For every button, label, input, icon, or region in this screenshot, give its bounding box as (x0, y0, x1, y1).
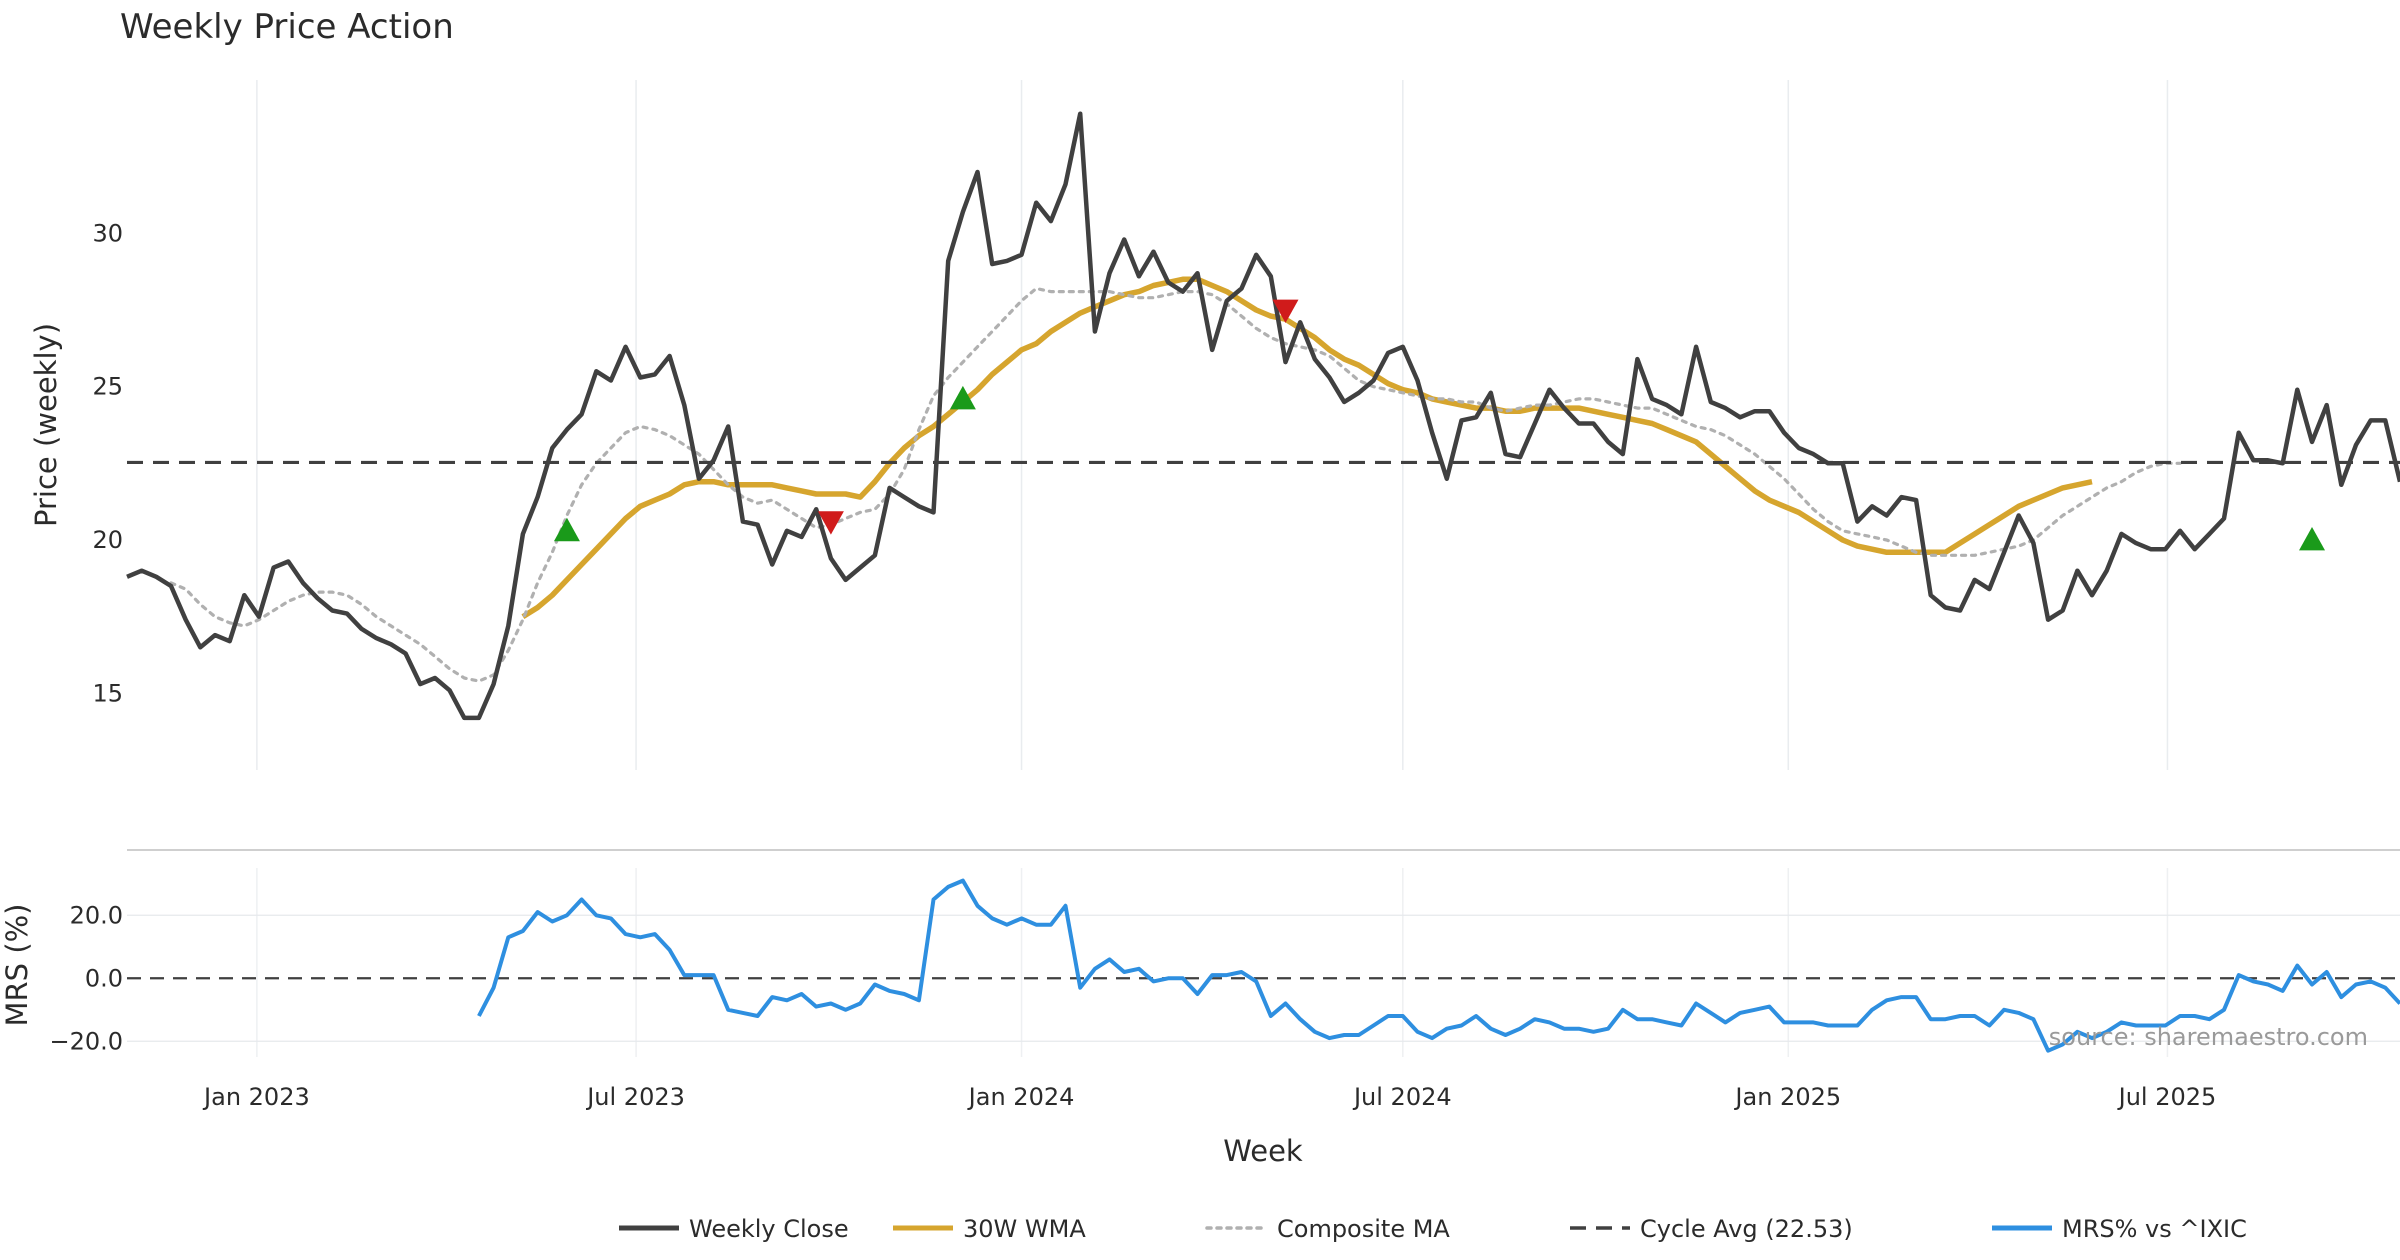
mrs-y-tick-label: 20.0 (70, 901, 123, 929)
legend-label: Cycle Avg (22.53) (1640, 1215, 1853, 1243)
price-y-tick-label: 15 (92, 679, 123, 707)
x-tick-label: Jul 2023 (585, 1083, 685, 1111)
chart-title: Weekly Price Action (120, 7, 454, 47)
sell-signal-marker (1272, 299, 1299, 323)
mrs-y-tick-label: −20.0 (49, 1027, 123, 1055)
mrs-panel-series (477, 878, 2400, 1053)
x-tick-label: Jan 2023 (202, 1083, 310, 1111)
price-y-axis-label: Price (weekly) (29, 323, 63, 527)
legend-label: Weekly Close (689, 1215, 849, 1243)
sell-signal-marker (817, 511, 844, 535)
price-panel-grid (256, 80, 2169, 770)
x-tick-label: Jul 2024 (1352, 1083, 1452, 1111)
price-y-ticks: 15 20 25 30 (92, 219, 123, 707)
weekly-close-line (126, 111, 2400, 721)
buy-signal-marker (553, 517, 580, 542)
price-panel-series (126, 111, 2400, 721)
x-ticks: Jan 2023 Jul 2023 Jan 2024 Jul 2024 Jan 2025… (202, 1083, 2216, 1111)
price-y-tick-label: 30 (92, 219, 123, 247)
mrs-panel-grid (127, 868, 2400, 1057)
price-y-tick-label: 20 (92, 526, 123, 554)
mrs-y-ticks: −20.0 0.0 20.0 (49, 901, 123, 1055)
source-note: source: sharemaestro.com (2049, 1023, 2368, 1051)
legend-label: Composite MA (1277, 1215, 1450, 1243)
buy-signal-marker (949, 385, 976, 410)
x-axis-label: Week (1223, 1134, 1303, 1168)
mrs-y-tick-label: 0.0 (85, 964, 123, 992)
wma-30w-line (521, 276, 2093, 620)
signal-markers (553, 299, 2326, 551)
x-tick-label: Jan 2024 (967, 1083, 1075, 1111)
x-tick-label: Jul 2025 (2117, 1083, 2217, 1111)
legend: Weekly Close 30W WMA Composite MA Cycle Avg… (619, 1215, 2247, 1243)
price-y-tick-label: 25 (92, 373, 123, 401)
legend-label: 30W WMA (963, 1215, 1086, 1243)
mrs-y-axis-label: MRS (%) (0, 904, 34, 1027)
composite-ma-line (169, 286, 2182, 683)
legend-label: MRS% vs ^IXIC (2062, 1215, 2247, 1243)
buy-signal-marker (2299, 527, 2326, 551)
mrs-line (477, 878, 2400, 1053)
x-tick-label: Jan 2025 (1733, 1083, 1841, 1111)
